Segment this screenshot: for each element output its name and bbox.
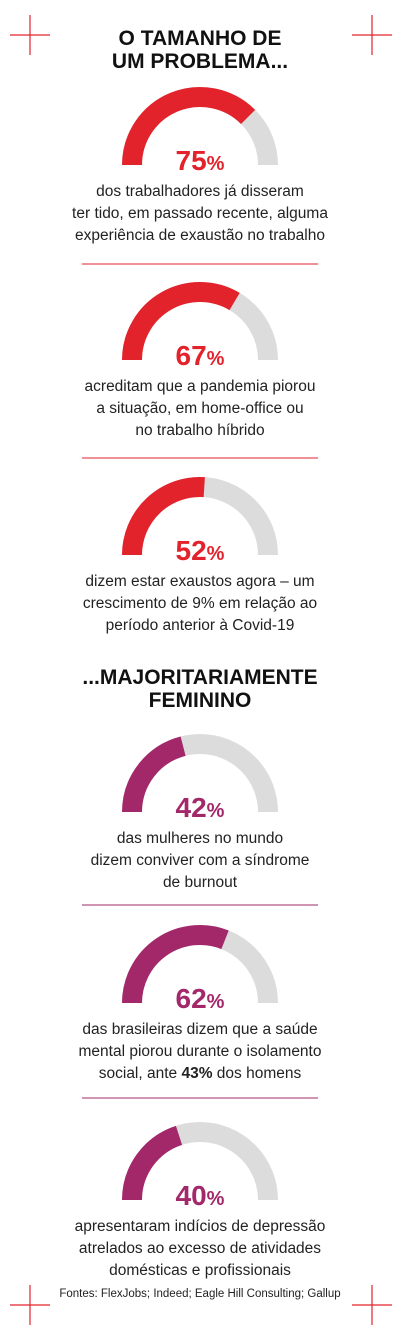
source: Fontes: FlexJobs; Indeed; Eagle Hill Con… — [59, 1288, 340, 1300]
percent-number: 75 — [176, 145, 207, 176]
percent-label: 40% — [176, 1180, 225, 1211]
percent-label: 67% — [176, 340, 225, 371]
section-title: O TAMANHO DE — [119, 27, 282, 50]
percent-number: 42 — [176, 792, 207, 823]
bold-figure: 43% — [181, 1065, 212, 1082]
percent-label: 75% — [176, 145, 225, 176]
description: mental piorou durante o isolamento — [79, 1043, 322, 1060]
percent-sign: % — [207, 543, 225, 565]
description: acreditam que a pandemia piorou — [85, 378, 316, 395]
description: domésticas e profissionais — [109, 1262, 291, 1279]
description: ter tido, em passado recente, alguma — [72, 205, 328, 222]
section-title: FEMININO — [149, 689, 252, 712]
gauge-value — [122, 925, 229, 1004]
section-title: UM PROBLEMA... — [112, 50, 288, 73]
description: no trabalho híbrido — [135, 422, 264, 439]
description: experiência de exaustão no trabalho — [75, 227, 325, 244]
description: atrelados ao excesso de atividades — [79, 1240, 321, 1257]
crosshairs — [10, 15, 392, 1325]
text-run: social, ante — [99, 1065, 182, 1082]
description: das mulheres no mundo — [117, 830, 283, 847]
percent-sign: % — [207, 991, 225, 1013]
gauge-value — [122, 736, 186, 813]
description: das brasileiras dizem que a saúde — [82, 1021, 317, 1038]
percent-number: 52 — [176, 535, 207, 566]
percent-sign: % — [207, 153, 225, 175]
description: apresentaram indícios de depressão — [75, 1218, 326, 1235]
description: dizem estar exaustos agora – um — [85, 573, 314, 590]
percent-label: 52% — [176, 535, 225, 566]
gauge-value — [122, 87, 256, 166]
description: a situação, em home-office ou — [96, 400, 303, 417]
section-title: ...MAJORITARIAMENTE — [82, 666, 317, 689]
description: período anterior à Covid-19 — [106, 617, 295, 634]
description: crescimento de 9% em relação ao — [83, 595, 317, 612]
description: dos trabalhadores já disseram — [96, 183, 304, 200]
percent-sign: % — [207, 1188, 225, 1210]
percent-label: 62% — [176, 983, 225, 1014]
description: dizem conviver com a síndrome — [91, 852, 310, 869]
gauge-value — [122, 282, 240, 361]
description: de burnout — [163, 874, 238, 891]
text-run: dos homens — [213, 1065, 302, 1082]
gauge-value — [122, 1125, 183, 1201]
percent-number: 62 — [176, 983, 207, 1014]
percent-number: 40 — [176, 1180, 207, 1211]
percent-sign: % — [207, 800, 225, 822]
percent-number: 67 — [176, 340, 207, 371]
percent-sign: % — [207, 348, 225, 370]
percent-label: 42% — [176, 792, 225, 823]
gauge-value — [122, 477, 205, 556]
description: social, ante 43% dos homens — [99, 1065, 302, 1082]
